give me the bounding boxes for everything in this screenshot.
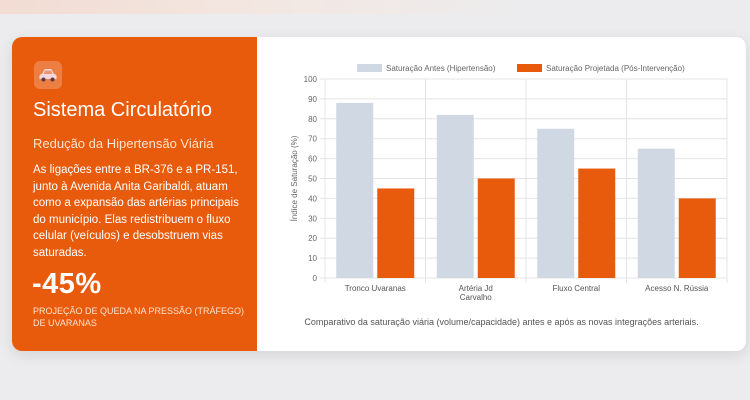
y-tick-label: 20	[308, 234, 317, 243]
bar	[477, 178, 515, 278]
x-tick-label: Fluxo Central	[552, 284, 600, 293]
bar	[377, 188, 415, 278]
y-tick-label: 80	[308, 115, 317, 124]
y-tick-label: 50	[308, 175, 317, 184]
y-tick-label: 60	[308, 155, 317, 164]
y-tick-label: 0	[313, 274, 318, 283]
y-tick-label: 30	[308, 214, 317, 223]
legend-label: Saturação Antes (Hipertensão)	[386, 64, 496, 73]
bar-chart: Saturação Antes (Hipertensão) Saturação P…	[290, 64, 728, 302]
info-panel: Sistema Circulatório Redução da Hiperten…	[12, 37, 257, 351]
x-tick-label: Acesso N. Rússia	[645, 284, 709, 293]
bar	[537, 128, 575, 278]
legend-swatch	[517, 64, 542, 72]
chart-caption: Comparativo da saturação viária (volume/…	[304, 317, 699, 327]
y-tick-label: 10	[308, 254, 317, 263]
legend-swatch	[357, 64, 382, 72]
panel-description: As ligações entre a BR-376 e a PR-151, j…	[33, 164, 239, 259]
infographic-card: Sistema Circulatório Redução da Hiperten…	[12, 37, 746, 351]
legend-label: Saturação Projetada (Pós-Intervenção)	[546, 64, 685, 73]
panel-title: Sistema Circulatório	[33, 99, 212, 121]
y-tick-label: 70	[308, 135, 317, 144]
stat-value: -45%	[32, 268, 102, 300]
top-decoration-strip	[0, 0, 750, 14]
stat-label: Projeção de queda na pressão (tráfego) d…	[33, 306, 245, 328]
x-tick-label: Tronco Uvaranas	[345, 284, 406, 293]
y-tick-label: 40	[308, 194, 317, 203]
y-axis-title: Índice de Saturação (%)	[290, 135, 299, 221]
icon-badge	[34, 61, 62, 89]
bar	[336, 102, 374, 278]
y-tick-label: 90	[308, 95, 317, 104]
bar	[436, 114, 474, 278]
panel-subtitle: Redução da Hipertensão Viária	[33, 136, 214, 151]
bar	[578, 168, 616, 278]
car-icon	[39, 69, 57, 82]
x-tick-label: Artéria Jd Carvalho	[459, 284, 493, 302]
bar	[637, 148, 675, 278]
chart-panel: Saturação Antes (Hipertensão) Saturação P…	[257, 37, 746, 351]
y-tick-label: 100	[304, 75, 318, 84]
bar	[678, 198, 716, 278]
